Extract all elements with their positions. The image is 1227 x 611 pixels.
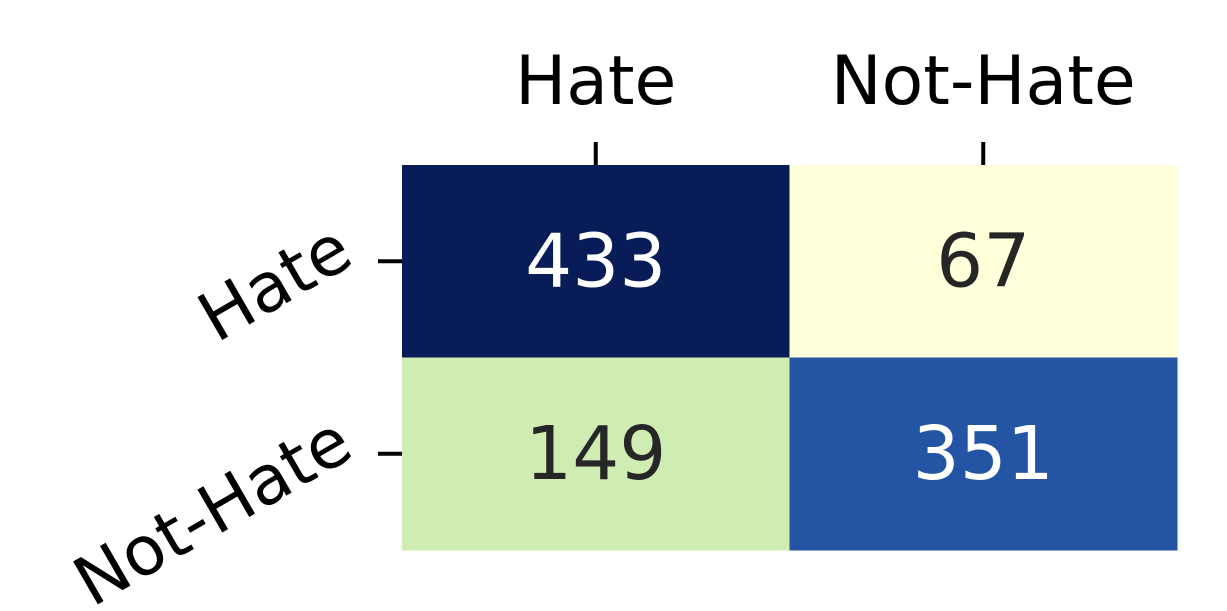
x-tick-label-0: Hate [515, 42, 676, 121]
cell-value-r1-c0: 149 [525, 411, 666, 497]
cell-value-r0-c1: 67 [936, 218, 1030, 304]
y-tick-label-1: Not-Hate [61, 402, 365, 611]
heatmap-cell-r1-c1 [789, 357, 1178, 551]
heatmap-cell-r0-c1 [789, 165, 1178, 358]
y-axis-left: Hate Not-Hate [61, 209, 402, 611]
x-tick-label-1: Not-Hate [831, 42, 1136, 121]
x-axis-top: Hate Not-Hate [515, 42, 1136, 165]
cell-value-r1-c1: 351 [913, 411, 1054, 497]
heatmap-cell-labels: 433 67 149 351 [525, 218, 1054, 497]
heatmap-cell-r1-c0 [402, 357, 790, 551]
y-tick-label-0: Hate [186, 209, 365, 358]
heatmap-cells [402, 165, 1178, 551]
cell-value-r0-c0: 433 [525, 218, 666, 304]
heatmap-cell-r0-c0 [402, 165, 790, 358]
